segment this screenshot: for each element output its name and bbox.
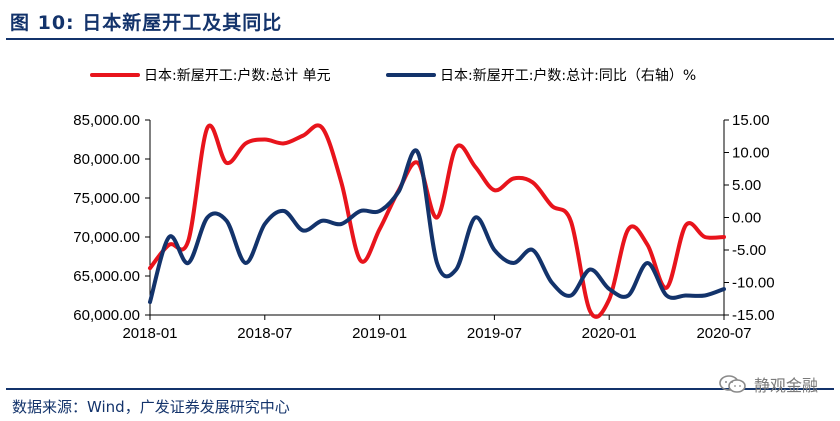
legend-label: 日本:新屋开工:户数:总计 单元 [144, 67, 331, 84]
legend-label: 日本:新屋开工:户数:总计:同比（右轴）% [440, 67, 696, 84]
series-line-starts [148, 123, 726, 319]
chart-legend: 日本:新屋开工:户数:总计 单元 日本:新屋开工:户数:总计:同比（右轴）% [90, 67, 696, 84]
y-left-tick-label: 80,000.00 [73, 151, 140, 168]
y-left-tick-label: 65,000.00 [73, 268, 140, 285]
y-right-tick-label: 0.00 [732, 210, 761, 227]
chart-axes: 60,000.00 65,000.00 70,000.00 75,000.00 80,0… [73, 112, 774, 342]
y-right-tick-label: 15.00 [732, 112, 770, 129]
y-right-tick-label: 5.00 [732, 177, 761, 194]
watermark: 静观金融 [718, 372, 818, 396]
chart-lines [148, 123, 726, 319]
x-tick-label: 2019-07 [467, 325, 522, 342]
x-tick-label: 2018-01 [122, 325, 177, 342]
footer-divider [6, 388, 834, 390]
x-tick-label: 2018-07 [237, 325, 292, 342]
series-line-yoy [148, 148, 726, 304]
y-left-tick-label: 75,000.00 [73, 190, 140, 207]
source-note: 数据来源：Wind，广发证券发展研究中心 [12, 398, 290, 416]
chart-title: 图 10: 日本新屋开工及其同比 [10, 12, 283, 34]
y-left-tick-label: 70,000.00 [73, 229, 140, 246]
watermark-text: 静观金融 [753, 376, 818, 395]
y-right-tick-label: -10.00 [732, 275, 775, 292]
x-tick-label: 2019-01 [352, 325, 407, 342]
line-chart: 日本:新屋开工:户数:总计 单元 日本:新屋开工:户数:总计:同比（右轴）% 60… [73, 67, 774, 342]
x-tick-label: 2020-01 [582, 325, 637, 342]
header-divider [6, 38, 834, 40]
y-right-tick-label: -5.00 [732, 242, 766, 259]
y-right-tick-label: 10.00 [732, 145, 770, 162]
y-left-tick-label: 60,000.00 [73, 307, 140, 324]
y-left-tick-label: 85,000.00 [73, 112, 140, 129]
y-right-tick-label: -15.00 [732, 307, 775, 324]
x-tick-label: 2020-07 [696, 325, 751, 342]
wechat-icon [719, 375, 746, 393]
